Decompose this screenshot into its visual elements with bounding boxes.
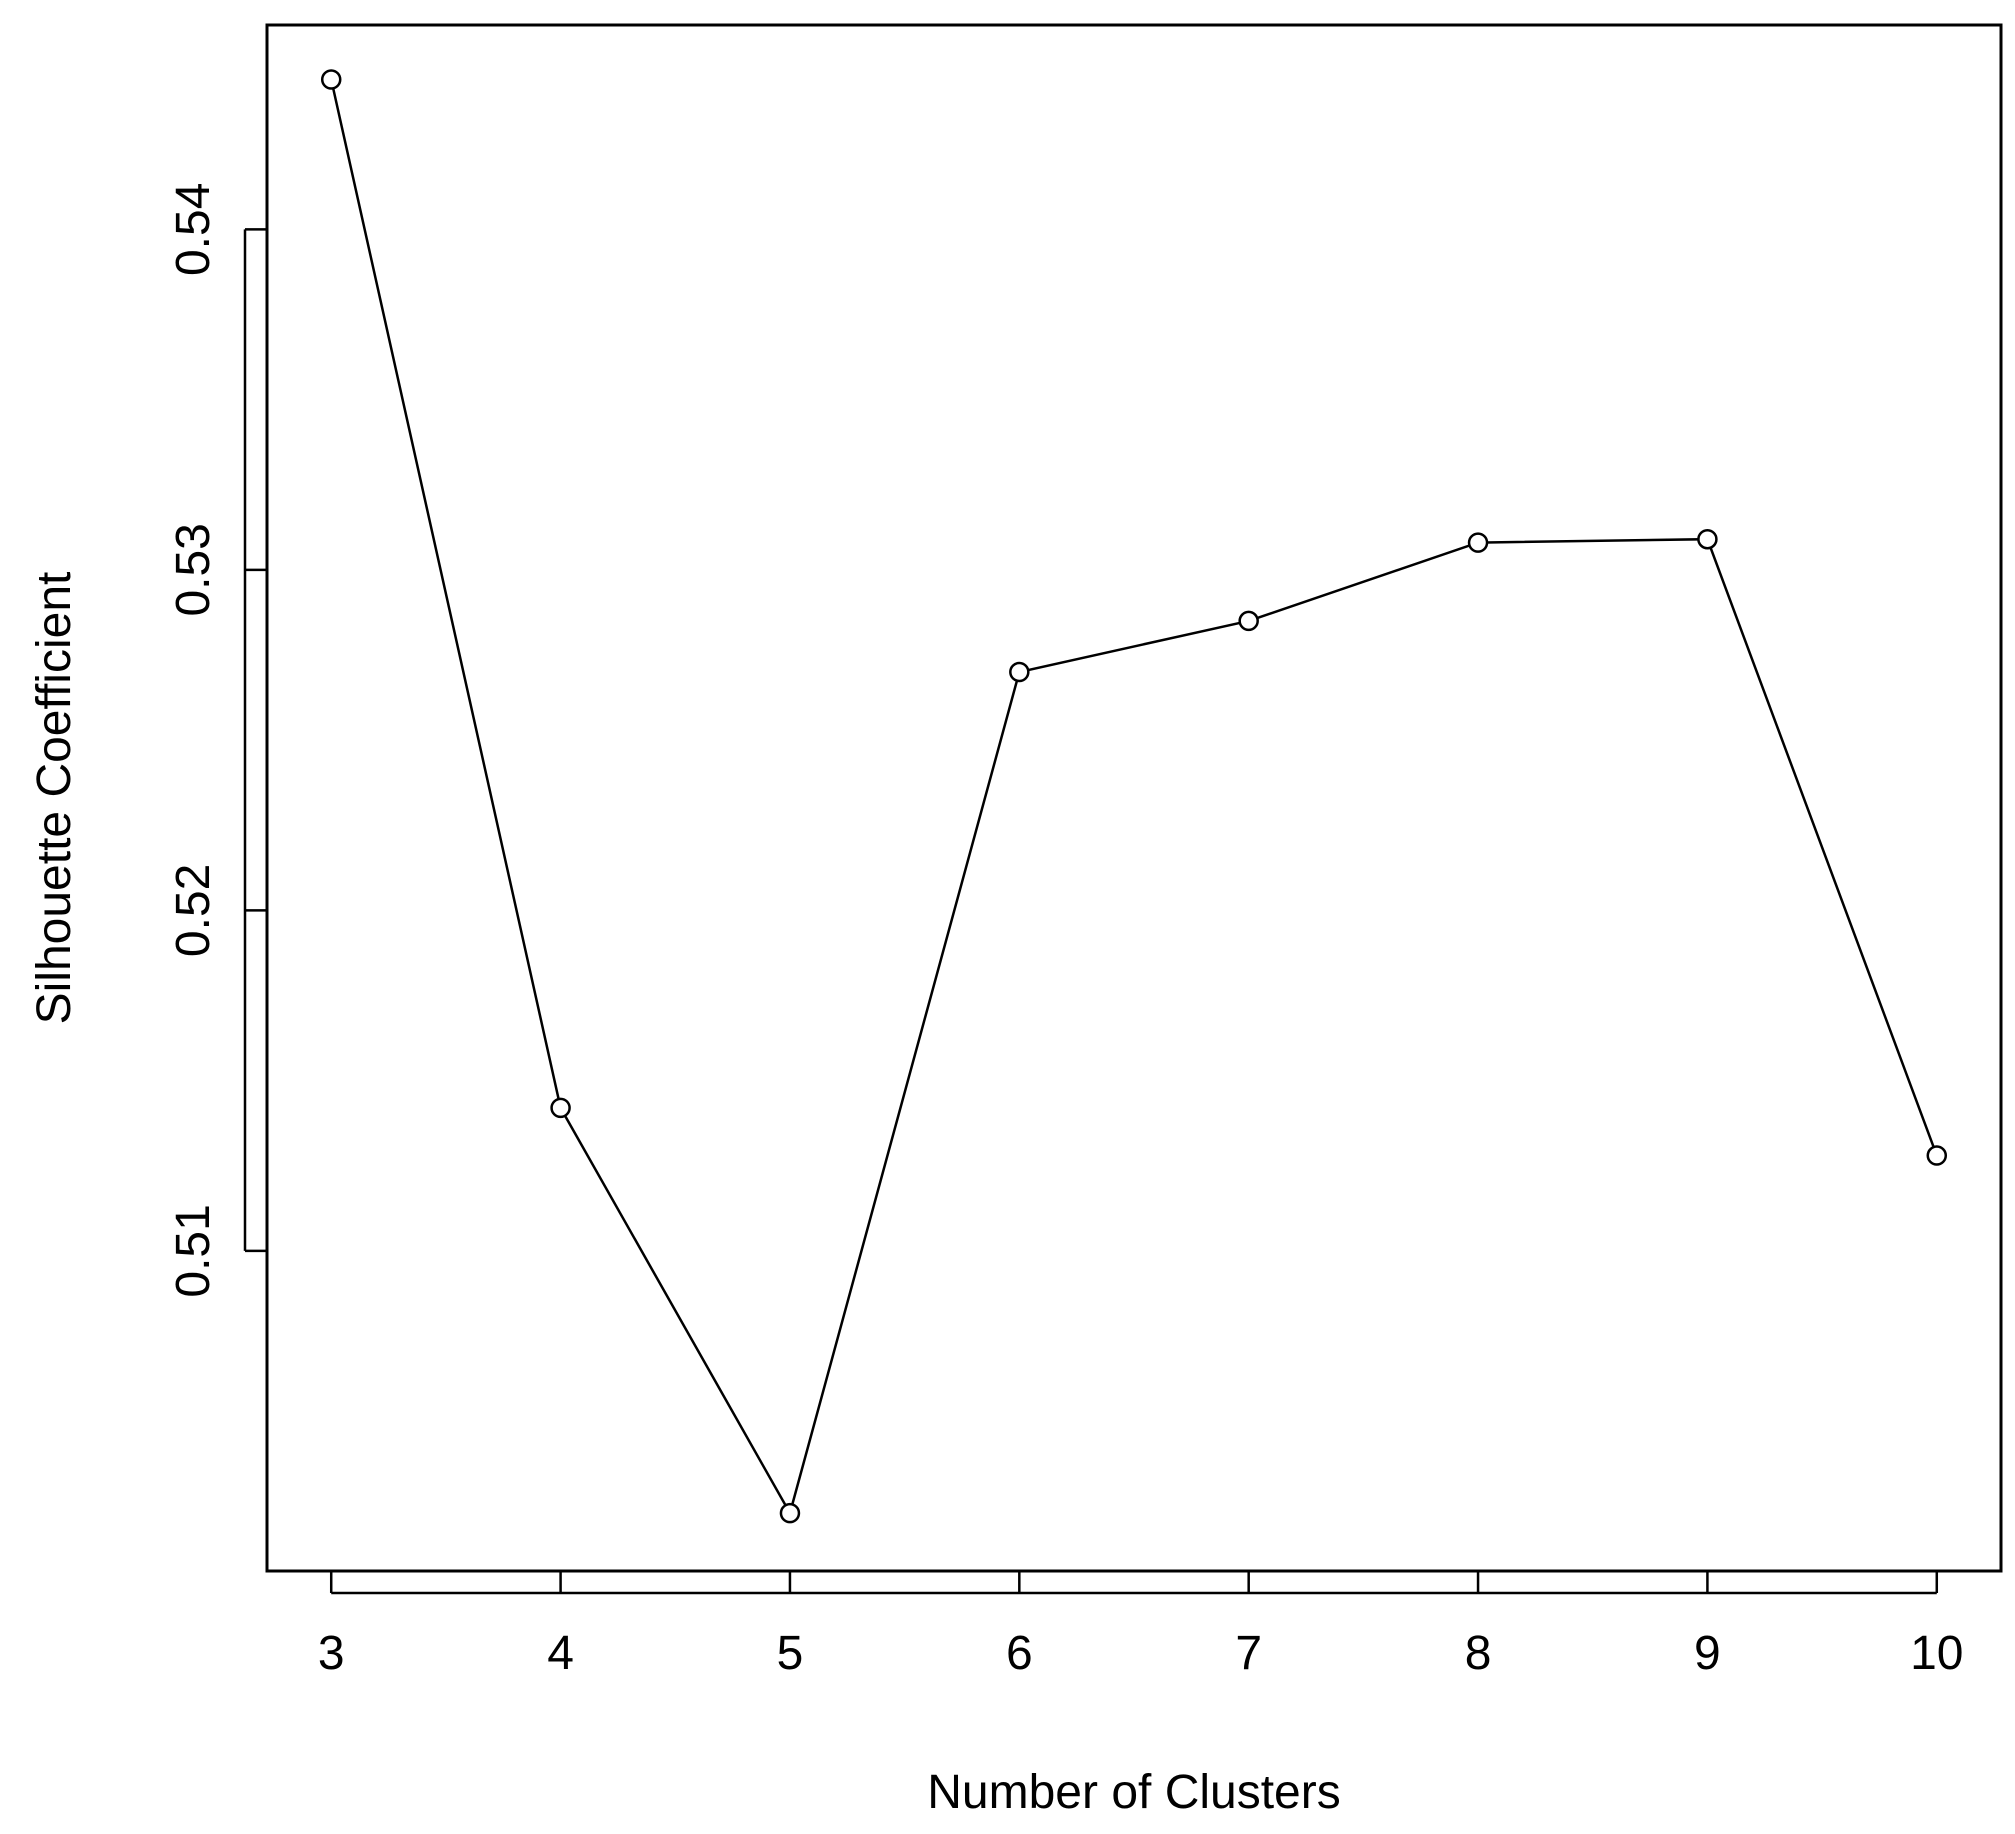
y-tick-label: 0.52 [167, 864, 220, 957]
x-tick-label: 3 [318, 1627, 345, 1680]
x-axis: 3 4 5 6 7 8 9 10 [318, 1571, 1963, 1680]
x-tick-label: 4 [547, 1627, 574, 1680]
data-point [1697, 528, 1718, 550]
x-tick-label: 10 [1910, 1627, 1963, 1680]
data-point [1467, 532, 1489, 553]
y-tick-label: 0.53 [167, 523, 220, 616]
x-tick-label: 8 [1465, 1627, 1492, 1680]
data-point [779, 1502, 801, 1524]
x-tick-label: 7 [1235, 1627, 1262, 1680]
x-axis-title: Number of Clusters [927, 1766, 1340, 1819]
data-point [320, 69, 342, 90]
y-tick-label: 0.51 [167, 1204, 220, 1297]
data-point [1926, 1145, 1948, 1166]
plot-frame [265, 23, 2003, 1573]
y-tick-label: 0.54 [167, 183, 220, 276]
x-tick-label: 5 [777, 1627, 804, 1680]
y-axis: 0.51 0.52 0.53 0.54 [167, 183, 267, 1298]
x-tick-label: 6 [1006, 1627, 1033, 1680]
data-point [550, 1097, 571, 1119]
data-point [1009, 661, 1030, 683]
y-axis-title: Silhouette Coefficient [28, 572, 81, 1025]
data-point [1238, 610, 1259, 632]
x-tick-label: 9 [1694, 1627, 1721, 1680]
data-points [320, 69, 1948, 1524]
series-line [330, 79, 1938, 1517]
